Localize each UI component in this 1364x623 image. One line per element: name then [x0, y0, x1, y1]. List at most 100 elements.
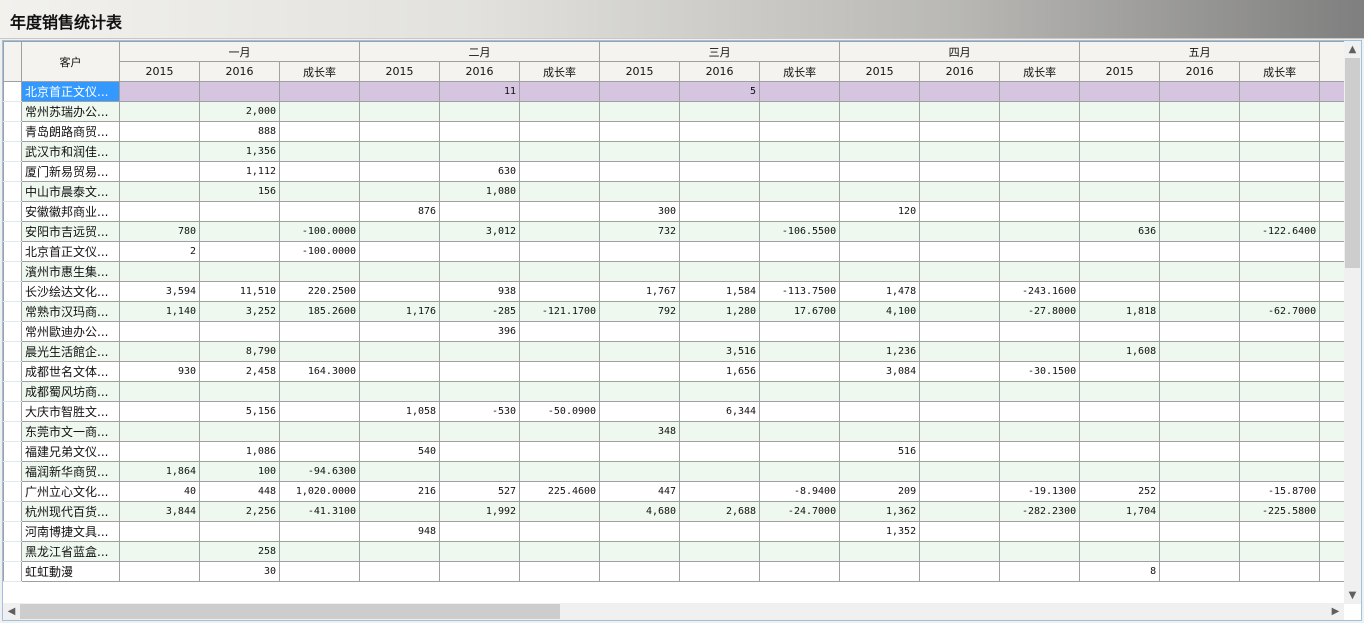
growth-rate-cell[interactable]: [999, 161, 1081, 182]
sales-cell[interactable]: 1,584: [679, 281, 761, 302]
growth-rate-cell[interactable]: [999, 381, 1081, 402]
customer-name-cell[interactable]: 安徽徽邦商业...: [21, 201, 120, 222]
sales-cell[interactable]: 300: [599, 201, 681, 222]
sales-cell[interactable]: 1,086: [199, 441, 280, 462]
sales-cell[interactable]: [919, 501, 1001, 522]
growth-rate-cell[interactable]: [999, 121, 1081, 142]
sales-cell[interactable]: [359, 121, 441, 142]
row-indicator[interactable]: [3, 81, 22, 102]
sales-cell[interactable]: [119, 181, 200, 202]
sales-cell[interactable]: [1079, 381, 1161, 402]
sales-cell[interactable]: [1079, 461, 1161, 482]
horizontal-scroll-thumb[interactable]: [20, 604, 560, 619]
growth-rate-cell[interactable]: [759, 121, 841, 142]
growth-rate-cell[interactable]: [1239, 261, 1321, 282]
sales-cell[interactable]: [1079, 281, 1161, 302]
sales-cell[interactable]: [1079, 141, 1161, 162]
table-row[interactable]: 长沙绘达文化... 3,594 11,510 220.2500 938 1,767 1,58…: [3, 281, 1346, 302]
sales-cell[interactable]: [119, 541, 200, 562]
growth-rate-cell[interactable]: [278, 421, 361, 442]
row-indicator[interactable]: [3, 461, 22, 482]
table-row[interactable]: 东莞市文一商... 348: [3, 421, 1346, 442]
column-header-2015[interactable]: 2015: [359, 61, 441, 82]
sales-cell[interactable]: 2,256: [199, 501, 280, 522]
sales-cell[interactable]: [919, 301, 1001, 322]
sales-cell[interactable]: [839, 141, 921, 162]
growth-rate-cell[interactable]: [759, 521, 841, 542]
sales-cell[interactable]: 11,510: [199, 281, 280, 302]
sales-cell[interactable]: [1159, 161, 1241, 182]
sales-cell[interactable]: [1159, 321, 1241, 342]
sales-cell[interactable]: [359, 221, 441, 242]
sales-cell[interactable]: [919, 201, 1001, 222]
growth-rate-cell[interactable]: [519, 381, 601, 402]
customer-name-cell[interactable]: 大庆市智胜文...: [21, 401, 120, 422]
sales-cell[interactable]: [439, 441, 521, 462]
growth-rate-cell[interactable]: [519, 461, 601, 482]
sales-cell[interactable]: 1,478: [839, 281, 921, 302]
sales-cell[interactable]: [359, 461, 441, 482]
sales-cell[interactable]: [839, 541, 921, 562]
row-indicator[interactable]: [3, 561, 22, 582]
growth-rate-cell[interactable]: [759, 381, 841, 402]
table-row[interactable]: 常熟市汉玛商... 1,140 3,252 185.2600 1,176 -285 -121…: [3, 301, 1346, 322]
sales-cell[interactable]: 3,012: [439, 221, 521, 242]
sales-cell[interactable]: [599, 101, 681, 122]
sales-cell[interactable]: [1079, 421, 1161, 442]
sales-cell[interactable]: [359, 381, 441, 402]
growth-rate-cell[interactable]: [278, 541, 361, 562]
growth-rate-cell[interactable]: 17.6700: [759, 301, 841, 322]
table-row[interactable]: 武汉市和润佳... 1,356: [3, 141, 1346, 162]
sales-cell[interactable]: [919, 401, 1001, 422]
growth-rate-cell[interactable]: [759, 401, 841, 422]
sales-cell[interactable]: [599, 261, 681, 282]
growth-rate-cell[interactable]: [519, 541, 601, 562]
sales-cell[interactable]: [439, 541, 521, 562]
sales-cell[interactable]: 1,080: [439, 181, 521, 202]
growth-rate-cell[interactable]: [999, 561, 1081, 582]
sales-cell[interactable]: [119, 561, 200, 582]
sales-cell[interactable]: [679, 481, 761, 502]
sales-cell[interactable]: 1,352: [839, 521, 921, 542]
sales-cell[interactable]: 40: [119, 481, 200, 502]
column-header-growth-rate[interactable]: 成长率: [278, 61, 361, 82]
sales-cell[interactable]: [839, 161, 921, 182]
sales-cell[interactable]: [679, 261, 761, 282]
sales-cell[interactable]: [359, 561, 441, 582]
growth-rate-cell[interactable]: [999, 81, 1081, 102]
sales-cell[interactable]: [599, 341, 681, 362]
sales-cell[interactable]: [439, 381, 521, 402]
growth-rate-cell[interactable]: [519, 121, 601, 142]
growth-rate-cell[interactable]: 225.4600: [519, 481, 601, 502]
customer-name-cell[interactable]: 成都世名文体...: [21, 361, 120, 382]
growth-rate-cell[interactable]: [1239, 381, 1321, 402]
growth-rate-cell[interactable]: [1239, 561, 1321, 582]
row-indicator[interactable]: [3, 521, 22, 542]
sales-cell[interactable]: [119, 161, 200, 182]
row-indicator[interactable]: [3, 141, 22, 162]
sales-cell[interactable]: 2,000: [199, 101, 280, 122]
sales-cell[interactable]: [839, 241, 921, 262]
sales-cell[interactable]: [919, 241, 1001, 262]
customer-name-cell[interactable]: 广州立心文化...: [21, 481, 120, 502]
growth-rate-cell[interactable]: [999, 101, 1081, 122]
sales-cell[interactable]: [439, 121, 521, 142]
sales-cell[interactable]: 948: [359, 521, 441, 542]
table-row[interactable]: 北京首正文仪... 2 -100.0000: [3, 241, 1346, 262]
growth-rate-cell[interactable]: [759, 261, 841, 282]
sales-cell[interactable]: [679, 561, 761, 582]
customer-name-cell[interactable]: 杭州现代百货...: [21, 501, 120, 522]
growth-rate-cell[interactable]: -121.1700: [519, 301, 601, 322]
chevron-down-icon[interactable]: ▼: [1348, 590, 1357, 601]
sales-cell[interactable]: [359, 261, 441, 282]
growth-rate-cell[interactable]: [519, 321, 601, 342]
row-indicator[interactable]: [3, 441, 22, 462]
sales-cell[interactable]: 876: [359, 201, 441, 222]
sales-cell[interactable]: 252: [1079, 481, 1161, 502]
sales-cell[interactable]: [119, 121, 200, 142]
chevron-left-icon[interactable]: ◀: [7, 606, 16, 617]
sales-cell[interactable]: [359, 321, 441, 342]
growth-rate-cell[interactable]: [278, 341, 361, 362]
growth-rate-cell[interactable]: [1239, 161, 1321, 182]
growth-rate-cell[interactable]: [278, 261, 361, 282]
